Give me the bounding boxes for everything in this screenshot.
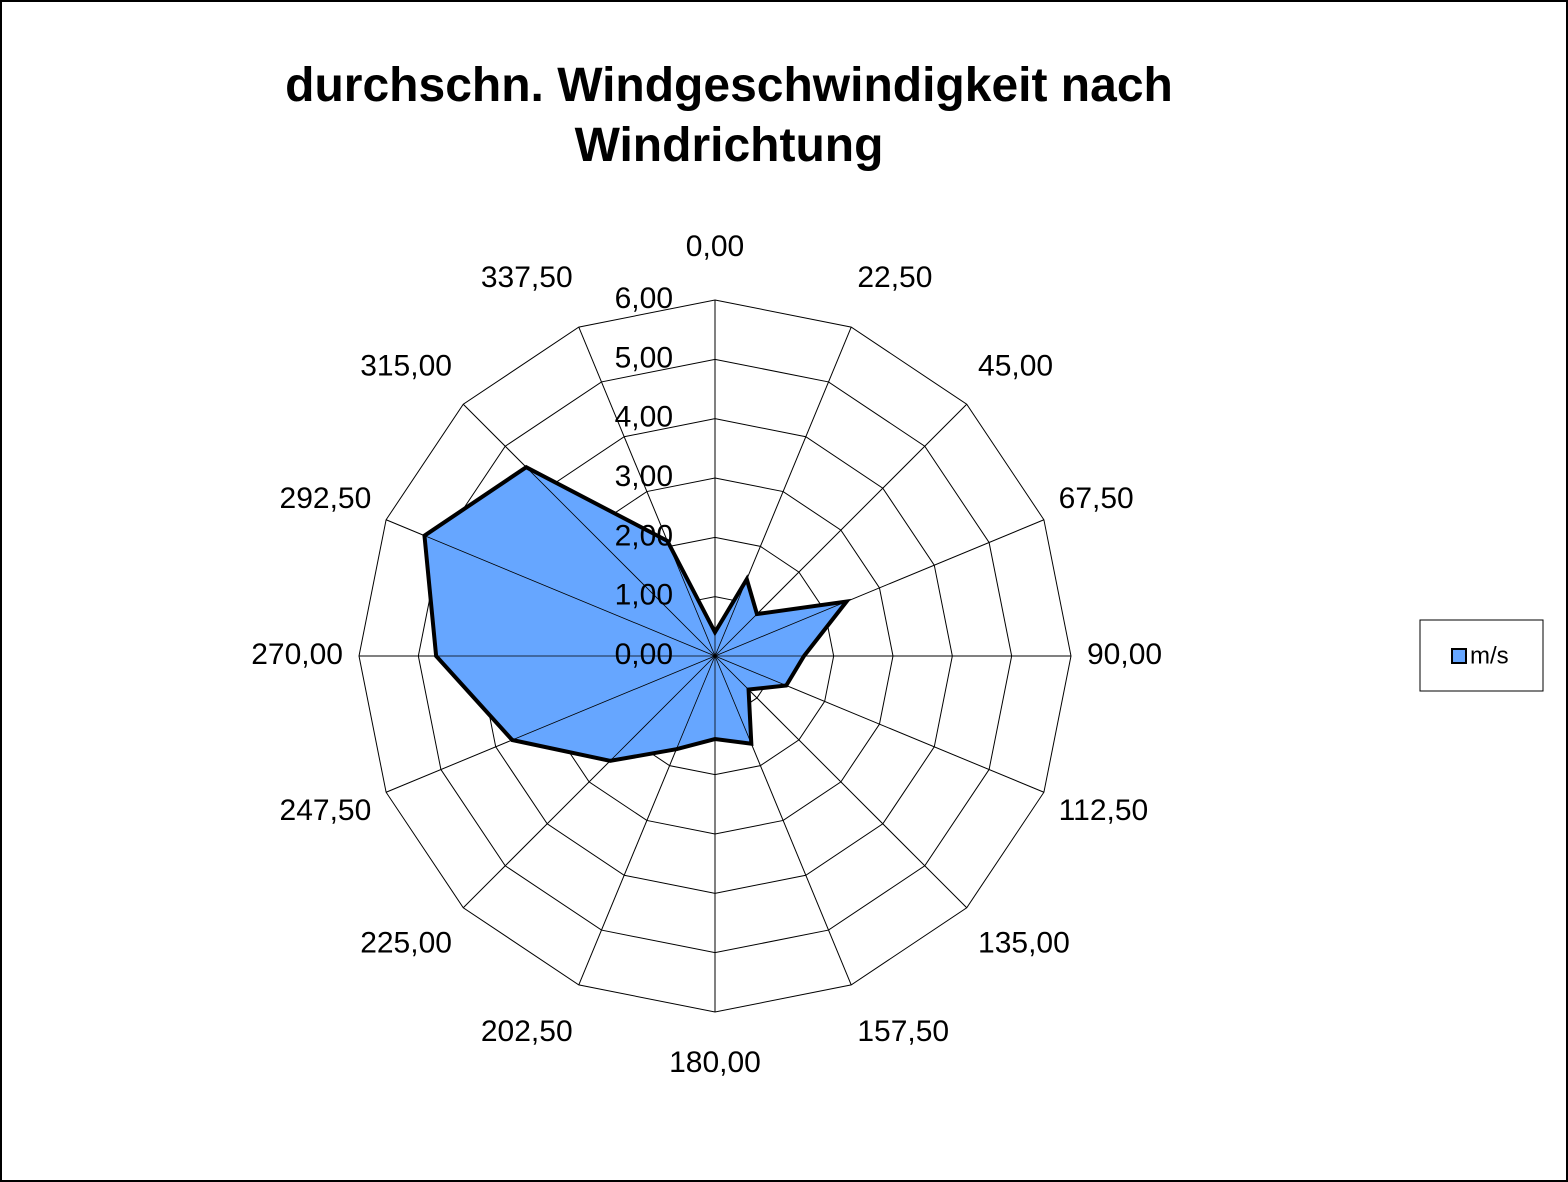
y-tick-label: 1,00 [615, 579, 673, 612]
inner-spoke [666, 540, 716, 657]
category-label: 45,00 [978, 349, 1053, 382]
inner-spoke [525, 466, 716, 657]
inner-spoke [424, 535, 716, 657]
category-label: 112,50 [1059, 794, 1149, 827]
y-tick-label: 5,00 [615, 341, 673, 374]
category-label: 180,00 [669, 1046, 761, 1079]
y-tick-label: 2,00 [615, 519, 673, 552]
category-label: 247,50 [280, 794, 372, 827]
category-label: 270,00 [251, 638, 343, 671]
legend-label: m/s [1470, 642, 1509, 669]
chart-title: durchschn. Windgeschwindigkeit nach Windr… [285, 59, 1173, 172]
legend-swatch [1451, 648, 1467, 664]
category-label: 135,00 [978, 926, 1070, 959]
inner-spoke [676, 655, 716, 750]
labels: 0,00 22,50 45,00 67,50 90,00 112,50 135,00 157,… [251, 230, 1162, 1079]
title-line: durchschn. Windgeschwindigkeit nach [285, 59, 1173, 112]
y-tick-label: 4,00 [615, 401, 673, 434]
y-tick-label: 0,00 [615, 638, 673, 671]
inner-spoke [714, 579, 748, 657]
category-label: 202,50 [481, 1015, 573, 1048]
inner-spoke [512, 655, 716, 741]
y-tick-label: 6,00 [615, 282, 673, 315]
inner-spoke [714, 613, 758, 657]
spoke [714, 655, 968, 909]
plot [422, 464, 852, 763]
inner-spoke [714, 655, 787, 686]
category-label: 90,00 [1087, 638, 1162, 671]
category-label: 22,50 [857, 261, 932, 294]
category-label: 225,00 [360, 926, 452, 959]
category-label: 0,00 [686, 230, 744, 263]
category-label: 337,50 [481, 261, 573, 294]
category-label: 67,50 [1059, 482, 1134, 515]
inner-spoke [609, 655, 716, 762]
title-line: Windrichtung [575, 119, 884, 172]
inner-spoke [714, 655, 752, 744]
legend-box [1419, 619, 1544, 692]
inner-spoke [714, 655, 749, 690]
inner-spoke [714, 601, 847, 657]
category-label: 315,00 [360, 349, 452, 382]
y-tick-label: 3,00 [615, 460, 673, 493]
category-label: 157,50 [857, 1015, 949, 1048]
category-label: 292,50 [280, 482, 372, 515]
